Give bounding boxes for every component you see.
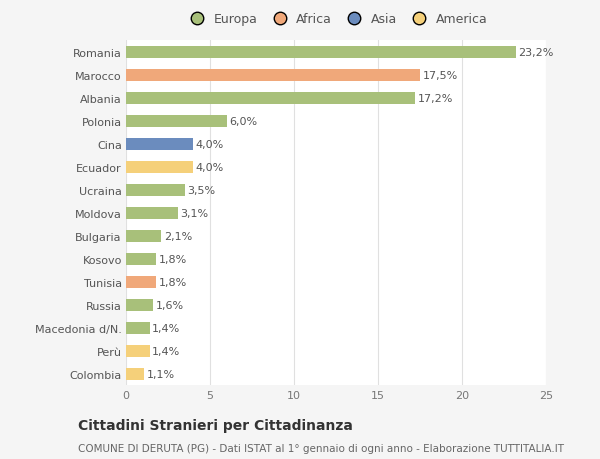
Bar <box>126 161 193 174</box>
Text: 17,5%: 17,5% <box>422 71 458 81</box>
Legend: Europa, Africa, Asia, America: Europa, Africa, Asia, America <box>185 13 487 26</box>
Bar <box>126 138 193 151</box>
Bar <box>126 276 156 289</box>
Bar <box>126 253 156 266</box>
Text: 2,1%: 2,1% <box>164 231 192 241</box>
Bar <box>126 184 185 197</box>
Text: 6,0%: 6,0% <box>229 117 257 127</box>
Bar <box>126 230 161 243</box>
Text: 3,5%: 3,5% <box>187 185 215 196</box>
Text: 4,0%: 4,0% <box>196 162 224 173</box>
Text: 1,4%: 1,4% <box>152 323 180 333</box>
Text: 1,6%: 1,6% <box>155 300 184 310</box>
Text: 1,8%: 1,8% <box>159 254 187 264</box>
Text: 1,1%: 1,1% <box>147 369 175 379</box>
Text: Cittadini Stranieri per Cittadinanza: Cittadini Stranieri per Cittadinanza <box>78 418 353 432</box>
Bar <box>126 368 145 381</box>
Bar <box>126 69 420 82</box>
Bar <box>126 322 149 335</box>
Text: 3,1%: 3,1% <box>181 208 209 218</box>
Bar <box>126 299 153 312</box>
Text: 23,2%: 23,2% <box>518 48 554 58</box>
Text: 1,4%: 1,4% <box>152 346 180 356</box>
Text: 4,0%: 4,0% <box>196 140 224 150</box>
Text: 1,8%: 1,8% <box>159 277 187 287</box>
Bar <box>126 207 178 220</box>
Bar <box>126 115 227 128</box>
Bar <box>126 345 149 358</box>
Text: 17,2%: 17,2% <box>418 94 453 104</box>
Bar <box>126 46 516 59</box>
Text: COMUNE DI DERUTA (PG) - Dati ISTAT al 1° gennaio di ogni anno - Elaborazione TUT: COMUNE DI DERUTA (PG) - Dati ISTAT al 1°… <box>78 443 564 453</box>
Bar <box>126 92 415 105</box>
